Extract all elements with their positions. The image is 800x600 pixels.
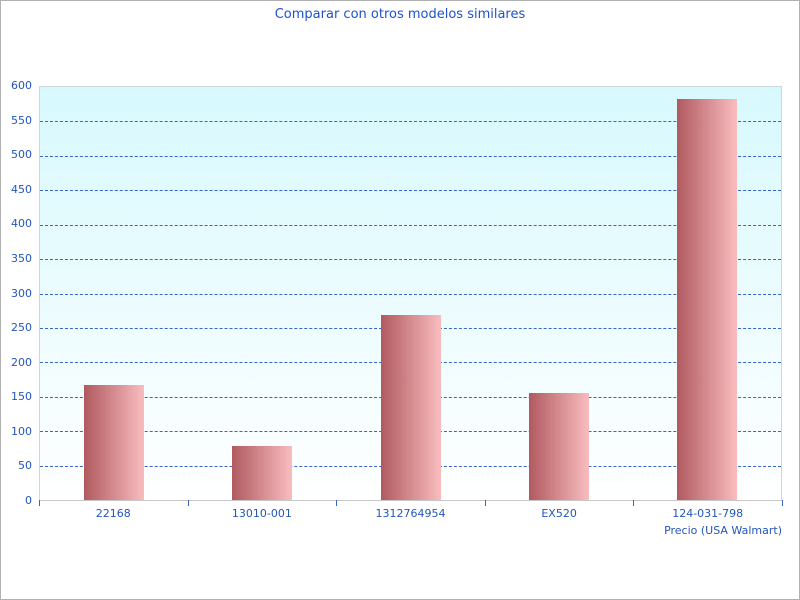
gridline-500 bbox=[40, 155, 781, 157]
x-tick-mark-0 bbox=[39, 500, 40, 506]
y-tick-label-600: 600 bbox=[11, 79, 32, 92]
bar-124-031-798 bbox=[676, 99, 737, 500]
gridline-450 bbox=[40, 190, 781, 192]
x-tick-mark-1 bbox=[187, 500, 189, 506]
bar-22168 bbox=[84, 385, 145, 500]
bar-1312764954 bbox=[380, 315, 441, 500]
x-tick-label-22168: 22168 bbox=[95, 507, 131, 520]
chart-title: Comparar con otros modelos similares bbox=[274, 7, 526, 22]
x-tick-label-EX520: EX520 bbox=[541, 507, 577, 520]
x-tick-label-1312764954: 1312764954 bbox=[375, 507, 446, 520]
x-tick-mark-5 bbox=[782, 500, 783, 506]
y-tick-label-400: 400 bbox=[11, 217, 32, 231]
y-tick-label-350: 350 bbox=[11, 251, 32, 265]
bar-13010-001 bbox=[232, 446, 293, 500]
x-tick-mark-3 bbox=[484, 500, 486, 506]
x-tick-label-13010-001: 13010-001 bbox=[231, 507, 292, 520]
y-tick-label-300: 300 bbox=[11, 286, 32, 300]
x-tick-mark-2 bbox=[336, 500, 338, 506]
gridline-350 bbox=[40, 259, 781, 261]
x-tick-label-124-031-798: 124-031-798 bbox=[672, 507, 744, 520]
x-tick-mark-4 bbox=[633, 500, 635, 506]
gridline-300 bbox=[40, 293, 781, 295]
y-tick-label-550: 550 bbox=[11, 113, 32, 127]
y-tick-label-250: 250 bbox=[11, 321, 32, 335]
gridline-550 bbox=[40, 121, 781, 123]
plot-area bbox=[39, 86, 782, 501]
y-tick-label-200: 200 bbox=[11, 355, 32, 369]
y-tick-label-150: 150 bbox=[11, 390, 32, 404]
bar-EX520 bbox=[528, 393, 589, 500]
x-axis-title: Precio (USA Walmart) bbox=[664, 524, 782, 537]
y-tick-label-0: 0 bbox=[25, 494, 32, 507]
y-tick-label-450: 450 bbox=[11, 182, 32, 196]
y-tick-label-50: 50 bbox=[18, 459, 32, 473]
gridline-400 bbox=[40, 224, 781, 226]
y-tick-label-100: 100 bbox=[11, 424, 32, 438]
y-tick-label-500: 500 bbox=[11, 148, 32, 162]
